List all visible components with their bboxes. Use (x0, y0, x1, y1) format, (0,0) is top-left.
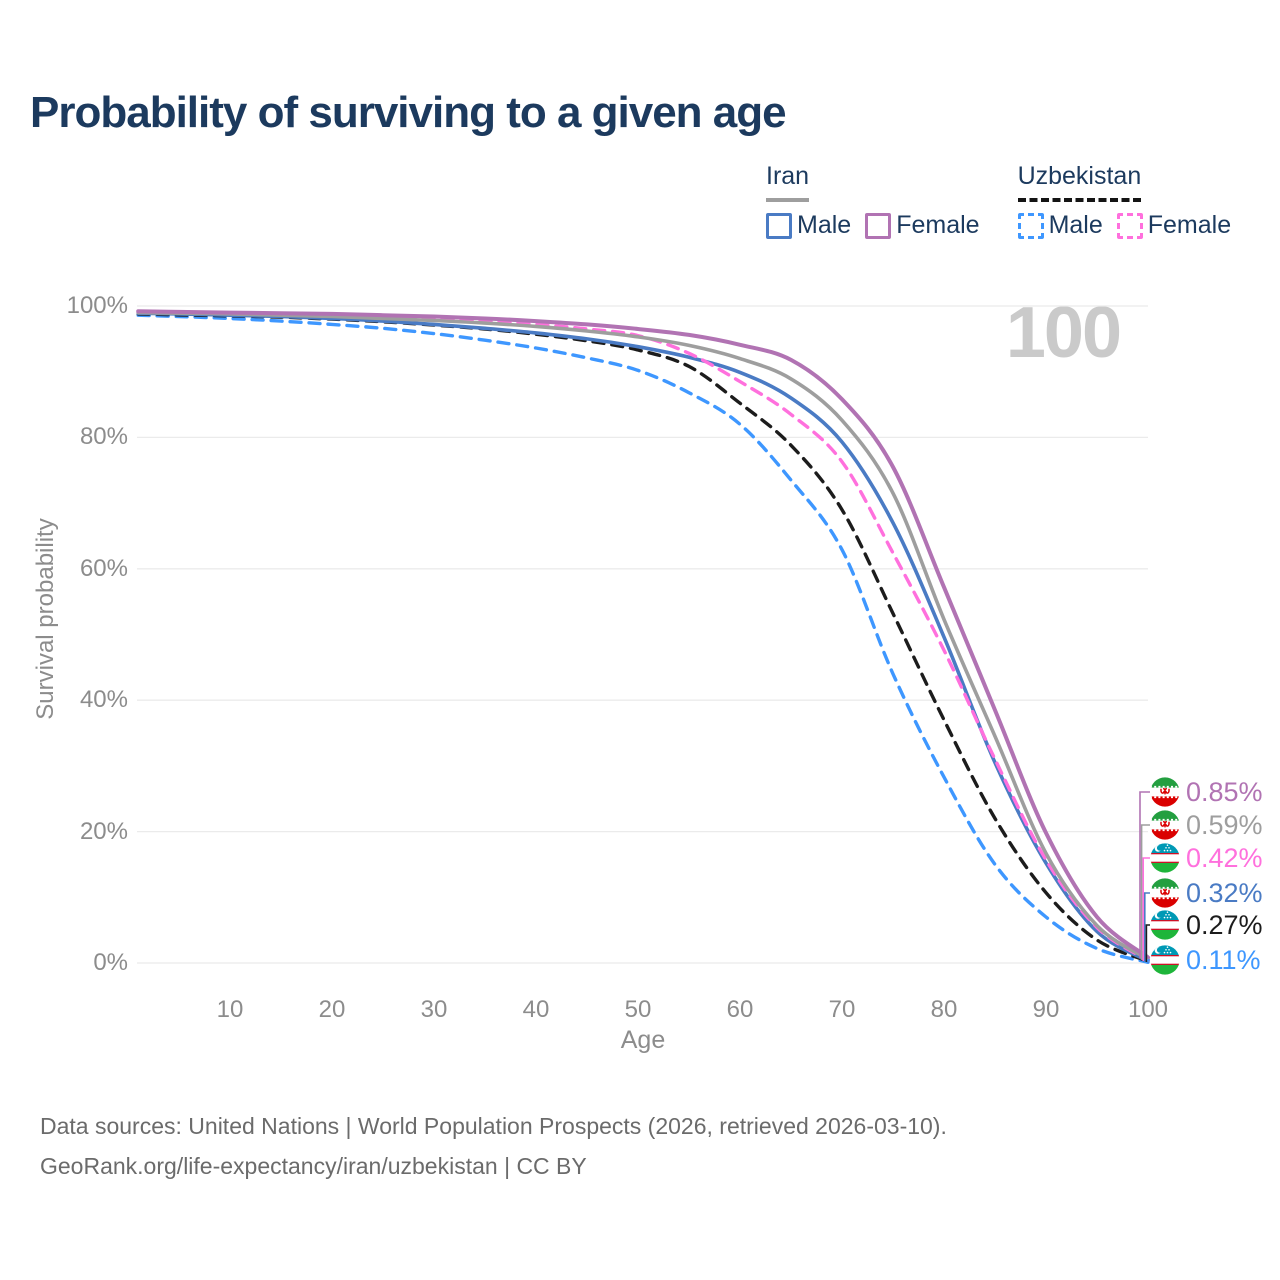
legend-item-uzbekistan-male[interactable]: Male (1017, 211, 1103, 240)
uzbekistan-flag (1150, 910, 1180, 940)
iran-flag (1150, 878, 1180, 908)
end-value-iran: 0.59% (1186, 810, 1263, 840)
y-tick-100: 100% (66, 292, 128, 319)
y-tick-40: 40% (79, 686, 128, 714)
footer: Data sources: United Nations | World Pop… (40, 1106, 947, 1186)
x-tick-90: 90 (1032, 996, 1060, 1023)
series-line-uzbekistan-female (136, 310, 1150, 962)
footer-attribution: GeoRank.org/life-expectancy/iran/uzbekis… (40, 1153, 587, 1179)
page-title: Probability of surviving to a given age (30, 88, 787, 137)
series-line-uzbekistan (136, 312, 1150, 963)
footer-data-sources: Data sources: United Nations | World Pop… (40, 1113, 947, 1139)
dashed-checkbox-swatch[interactable] (1017, 212, 1044, 239)
legend-group-uzbekistan: Uzbekistan Male Female (1017, 162, 1232, 240)
legend-item-uzbekistan-female[interactable]: Female (1116, 211, 1232, 240)
legend-country-uzbekistan: Uzbekistan (1017, 162, 1142, 202)
y-tick-60: 60% (79, 554, 128, 582)
legend-item-label: Male (797, 211, 852, 239)
legend-country-iran: Iran (766, 162, 810, 202)
legend-item-iran-female[interactable]: Female (865, 211, 980, 240)
iran-flag-icon (1150, 777, 1180, 807)
x-tick-40: 40 (522, 996, 550, 1023)
solid-checkbox-swatch[interactable] (766, 212, 792, 239)
x-tick-60: 60 (726, 996, 754, 1023)
iran-flag-icon (1150, 878, 1180, 908)
uzbekistan-flag (1150, 945, 1180, 975)
x-tick-10: 10 (216, 996, 244, 1023)
y-tick-80: 80% (79, 423, 128, 451)
leader-line-uzbekistan-male (1147, 959, 1150, 963)
end-value-uzbekistan: 0.27% (1186, 910, 1263, 940)
y-tick-20: 20% (79, 817, 128, 845)
chart-legend: Iran Male Female Uzbekistan Male Female (766, 162, 1231, 240)
end-value-iran-male: 0.32% (1186, 878, 1263, 908)
uzbekistan-flag-icon (1150, 843, 1180, 873)
iran-flag-icon (1150, 810, 1180, 840)
x-tick-80: 80 (930, 996, 958, 1023)
legend-group-iran: Iran Male Female (766, 162, 980, 240)
iran-flag (1150, 810, 1180, 840)
survival-chart-plot (136, 305, 1150, 964)
x-axis-title: Age (620, 1026, 666, 1054)
uzbekistan-flag-icon (1150, 910, 1180, 940)
x-tick-50: 50 (624, 996, 652, 1023)
end-value-iran-female: 0.85% (1186, 777, 1263, 807)
end-value-uzbekistan-female: 0.42% (1186, 843, 1263, 873)
legend-item-label: Female (896, 211, 980, 239)
x-tick-20: 20 (318, 996, 346, 1023)
legend-item-iran-male[interactable]: Male (766, 211, 851, 240)
series-line-uzbekistan-male (136, 313, 1150, 964)
legend-item-label: Female (1147, 211, 1232, 239)
uzbekistan-flag-icon (1150, 945, 1180, 975)
legend-item-label: Male (1048, 211, 1103, 239)
x-tick-70: 70 (828, 996, 856, 1023)
series-line-iran-female (136, 309, 1150, 960)
y-tick-0: 0% (93, 949, 128, 976)
solid-checkbox-swatch[interactable] (865, 212, 892, 239)
uzbekistan-flag (1150, 843, 1180, 873)
dashed-checkbox-swatch[interactable] (1116, 212, 1143, 239)
series-line-iran-male (136, 311, 1150, 963)
iran-flag (1150, 777, 1180, 807)
end-value-uzbekistan-male: 0.11% (1186, 945, 1261, 975)
x-tick-30: 30 (420, 996, 448, 1023)
x-tick-100: 100 (1127, 996, 1169, 1023)
series-line-iran (136, 310, 1150, 961)
y-axis-title: Survival probability (32, 518, 59, 720)
